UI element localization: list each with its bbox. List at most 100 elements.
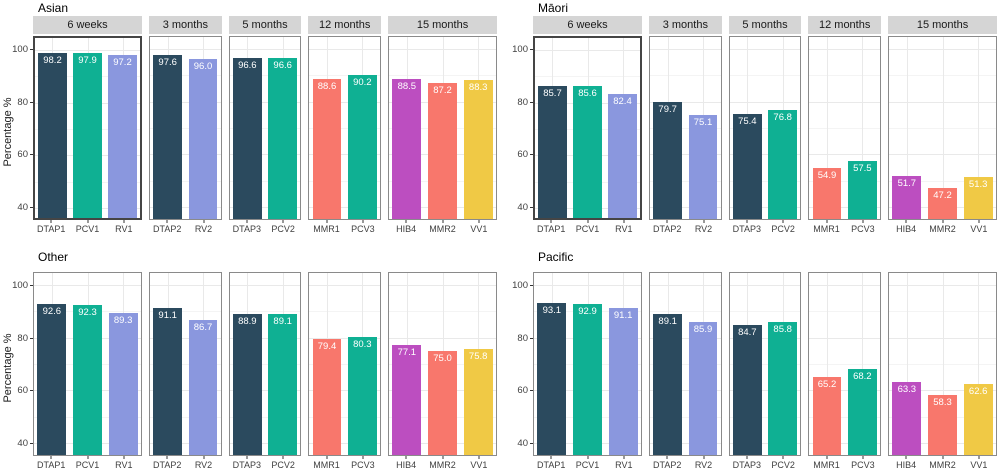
x-tick-label-dtap1: DTAP1	[36, 224, 66, 234]
y-tick-mark	[30, 207, 33, 209]
bar-value-label: 65.2	[817, 378, 837, 390]
gridline	[150, 48, 221, 50]
x-tick-mark	[826, 220, 827, 223]
gridline	[809, 337, 881, 339]
x-tick-label-hib4: HIB4	[396, 224, 417, 234]
strip-3-months: 3 months	[149, 16, 222, 34]
x-tick-label-pcv1: PCV1	[575, 460, 600, 470]
y-tick-mark	[530, 154, 533, 156]
gridline	[650, 48, 721, 50]
strip-12-months: 12 months	[308, 16, 382, 34]
y-tick-label: 40	[517, 438, 528, 450]
facet-plot-pacific: Pacific 40 60 80 100 93.1 92.9 91.1 DTAP1 PCV1 RV…	[500, 238, 1000, 476]
bar-asian-rv2: 96.0	[188, 59, 218, 219]
x-tick-mark	[623, 456, 625, 459]
gridline	[650, 207, 721, 209]
x-tick-label-pcv2: PCV2	[771, 224, 795, 234]
y-tick-mark	[530, 443, 533, 445]
x-axis-labels: DTAP1 PCV1 RV1	[533, 456, 642, 472]
x-tick-label-pcv2: PCV2	[271, 460, 295, 470]
gridline-minor	[309, 75, 381, 77]
bar-value-label: 76.8	[773, 112, 792, 124]
x-axis-labels: HIB4 MMR2 VV1	[888, 456, 997, 472]
x-tick-label-pcv1: PCV1	[575, 224, 600, 234]
bar-other-pcv2: 89.1	[268, 313, 298, 455]
bar-maori-pcv1: 85.6	[573, 85, 602, 218]
y-tick-mark	[30, 48, 33, 50]
x-tick-label-hib4: HIB4	[896, 460, 917, 470]
x-axis-labels: HIB4 MMR2 VV1	[388, 220, 497, 236]
x-tick-label-dtap1: DTAP1	[36, 460, 66, 470]
gridline	[650, 101, 721, 103]
facet-plot-asian: Asian Percentage % 40 60 80 100 6 weeks 98.2 97…	[0, 0, 500, 238]
panel-other-15-months: 77.1 75.0 75.8	[388, 272, 498, 456]
facet-title: Other	[38, 250, 69, 264]
bar-other-pcv1: 92.3	[72, 305, 103, 455]
x-tick-label-rv1: RV1	[115, 224, 133, 234]
bar-value-label: 85.6	[578, 87, 597, 99]
gridline-minor	[650, 311, 721, 313]
gridline-vertical	[827, 37, 828, 219]
y-tick-label: 100	[512, 43, 528, 55]
bar-maori-dtap3: 75.4	[732, 113, 762, 219]
x-tick-mark	[87, 220, 88, 223]
bar-value-label: 51.7	[897, 178, 917, 190]
bar-other-dtap3: 88.9	[232, 314, 262, 455]
x-tick-mark	[862, 220, 864, 223]
y-tick-mark	[30, 101, 33, 103]
gridline-minor	[150, 364, 221, 365]
x-tick-mark	[550, 456, 552, 459]
x-tick-label-pcv1: PCV1	[75, 224, 100, 234]
x-tick-mark	[587, 456, 588, 459]
x-tick-label-dtap2: DTAP2	[152, 460, 182, 470]
x-tick-label-dtap1: DTAP1	[536, 460, 566, 470]
facet-column-12-months: 65.2 68.2 MMR1 PCV3	[808, 272, 882, 472]
bar-value-label: 54.9	[817, 169, 837, 181]
x-tick-mark	[442, 220, 444, 223]
gridline-minor	[229, 128, 301, 129]
y-tick-label: 80	[17, 96, 28, 108]
x-tick-label-pcv3: PCV3	[351, 460, 375, 470]
gridline	[229, 154, 301, 156]
bar-value-label: 93.1	[542, 305, 562, 317]
gridline	[229, 443, 301, 445]
bar-value-label: 79.7	[658, 104, 677, 116]
gridline	[309, 443, 381, 445]
gridline-vertical	[942, 37, 944, 219]
y-tick-label: 80	[517, 332, 528, 344]
y-tick-mark	[530, 48, 533, 50]
y-tick-mark	[30, 284, 33, 286]
bar-asian-mmr1: 88.6	[312, 78, 342, 219]
x-tick-mark	[203, 456, 204, 459]
x-tick-mark	[282, 456, 284, 459]
x-tick-mark	[746, 456, 748, 459]
panel-pacific-5-months: 84.7 85.8	[728, 272, 802, 456]
bar-value-label: 88.3	[468, 81, 488, 93]
x-tick-label-vv1: VV1	[470, 460, 488, 470]
gridline-minor	[809, 311, 881, 313]
bar-value-label: 75.1	[693, 116, 713, 128]
bar-asian-hib4: 88.5	[392, 79, 422, 219]
bar-value-label: 96.0	[193, 61, 213, 73]
x-tick-label-rv2: RV2	[194, 460, 213, 470]
x-tick-mark	[978, 220, 980, 223]
facet-column-3-months: 3 months 97.6 96.0 DTAP2 RV2	[149, 16, 222, 236]
panel-other-12-months: 79.4 80.3	[308, 272, 382, 456]
strip-6-weeks: 6 weeks	[33, 16, 142, 34]
x-tick-mark	[666, 220, 668, 223]
gridline-minor	[729, 416, 801, 418]
facet-column-15-months: 63.3 58.3 62.6 HIB4 MMR2 VV1	[888, 272, 998, 472]
bar-value-label: 47.2	[933, 190, 952, 202]
facet-column-15-months: 15 months 51.7 47.2 51.3 HIB4 MMR2 VV1	[888, 16, 998, 236]
gridline	[650, 284, 721, 286]
bar-value-label: 86.7	[193, 321, 213, 333]
bar-maori-pcv2: 76.8	[768, 110, 798, 219]
x-tick-label-mmr2: MMR2	[429, 224, 456, 234]
x-tick-label-vv1: VV1	[470, 224, 488, 234]
gridline-vertical	[978, 273, 980, 455]
gridline	[809, 207, 881, 209]
gridline-minor	[729, 180, 801, 182]
bar-maori-rv1: 82.4	[608, 94, 637, 218]
gridline-minor	[650, 416, 721, 418]
facet-column-3-months: 3 months 79.7 75.1 DTAP2 RV2	[649, 16, 722, 236]
